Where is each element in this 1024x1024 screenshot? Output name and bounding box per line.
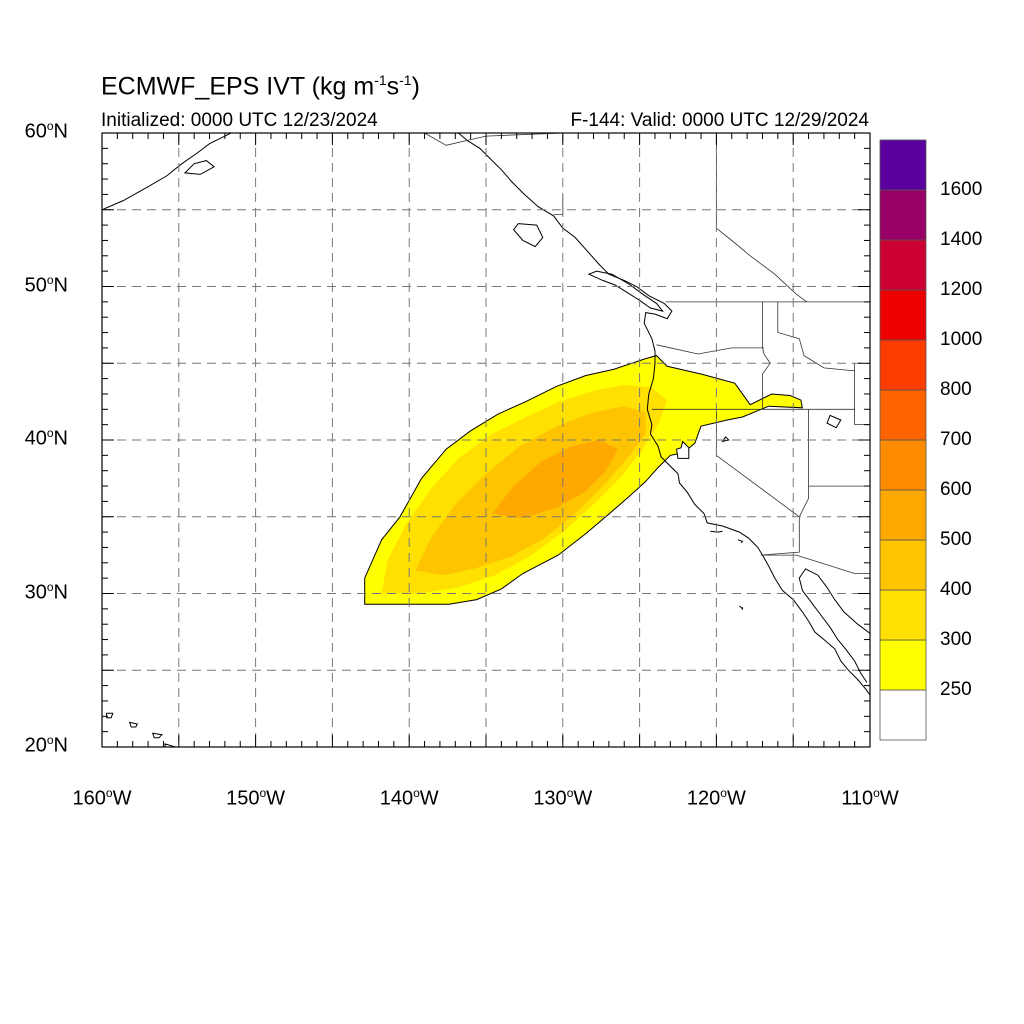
colorbar-box — [879, 339, 927, 391]
colorbar-box — [879, 489, 927, 541]
haida-gwaii — [512, 223, 544, 248]
latitude-label: 50oN — [24, 272, 68, 297]
initialized-time: Initialized: 0000 UTC 12/23/2024 — [101, 110, 378, 131]
colorbar-label: 1000 — [940, 329, 983, 350]
colorbar-label: 1400 — [940, 229, 983, 250]
latitude-label: 20oN — [24, 733, 68, 757]
colorbar-label: 300 — [940, 629, 972, 650]
hawaii-island — [128, 721, 139, 728]
longitude-label: 120oW — [686, 786, 746, 810]
colorbar-label: 400 — [940, 579, 972, 600]
longitude-label: 130oW — [533, 786, 593, 810]
offshore-island — [710, 530, 723, 533]
political-boundary — [798, 486, 809, 517]
colorbar-box — [879, 639, 927, 691]
colorbar-box — [879, 239, 927, 291]
colorbar-box — [879, 439, 927, 491]
political-boundary — [424, 133, 563, 146]
graticule — [102, 133, 870, 747]
alaska-peninsula-coast — [102, 133, 232, 211]
latitude-label: 40oN — [24, 426, 68, 450]
ivt-hole — [675, 440, 690, 459]
colorbar-label: 600 — [940, 479, 972, 500]
colorbar-box — [879, 539, 927, 591]
colorbar-label: 800 — [940, 379, 972, 400]
political-boundary — [656, 344, 764, 355]
colorbar-box — [879, 189, 927, 241]
offshore-island — [739, 605, 743, 611]
political-boundary — [762, 301, 771, 410]
latitude-label: 30oN — [24, 579, 68, 604]
colorbar-box — [879, 289, 927, 341]
coastlines — [102, 133, 870, 747]
colorbar-box — [879, 139, 927, 191]
north-america-coastline — [458, 133, 870, 696]
ivt-plume — [364, 355, 804, 605]
latitude-label: 60oN — [24, 119, 68, 143]
offshore-island — [737, 539, 744, 544]
longitude-label: 140oW — [379, 786, 439, 810]
hawaii-island — [151, 732, 163, 739]
colorbar-label: 500 — [940, 529, 972, 550]
colorbar-label: 700 — [940, 429, 972, 450]
colorbar-label: 1200 — [940, 279, 983, 300]
colorbar-label: 250 — [940, 679, 972, 700]
lake — [826, 414, 842, 429]
ivt-fill-500 — [492, 440, 619, 519]
colorbar-box — [879, 689, 927, 741]
valid-time: F-144: Valid: 0000 UTC 12/29/2024 — [570, 110, 869, 131]
chart-title: ECMWF_EPS IVT (kg m-1s-1) — [101, 72, 420, 101]
gulf-of-california-coast — [798, 568, 870, 683]
kodiak-island — [183, 160, 215, 175]
colorbar-label: 1600 — [940, 179, 983, 200]
political-boundary — [777, 301, 855, 372]
longitude-label: 160oW — [72, 786, 132, 810]
plot-frame — [101, 132, 871, 748]
political-boundary — [760, 554, 870, 574]
longitude-label: 150oW — [226, 786, 286, 810]
colorbar — [879, 139, 927, 741]
longitude-label: 110oW — [841, 786, 899, 810]
vancouver-island — [587, 270, 664, 312]
colorbar-box — [879, 389, 927, 441]
colorbar-box — [879, 589, 927, 641]
lake — [721, 436, 730, 443]
